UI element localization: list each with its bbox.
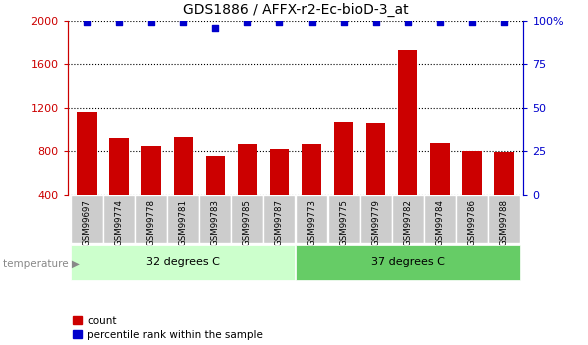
- FancyBboxPatch shape: [328, 195, 360, 243]
- FancyBboxPatch shape: [263, 195, 295, 243]
- Point: [435, 20, 445, 25]
- Bar: [270, 149, 289, 195]
- Text: GSM99781: GSM99781: [179, 199, 188, 246]
- Bar: [430, 143, 449, 195]
- Text: GSM99774: GSM99774: [115, 199, 123, 246]
- Point: [146, 20, 156, 25]
- Text: 32 degrees C: 32 degrees C: [146, 257, 220, 267]
- FancyBboxPatch shape: [424, 195, 456, 243]
- Legend: count, percentile rank within the sample: count, percentile rank within the sample: [73, 316, 263, 340]
- FancyBboxPatch shape: [392, 195, 424, 243]
- Text: GSM99697: GSM99697: [82, 199, 91, 246]
- Text: GSM99775: GSM99775: [339, 199, 348, 246]
- Text: GSM99787: GSM99787: [275, 199, 284, 246]
- FancyBboxPatch shape: [135, 195, 167, 243]
- Bar: [77, 112, 96, 195]
- Bar: [142, 147, 161, 195]
- Text: temperature ▶: temperature ▶: [3, 259, 80, 269]
- FancyBboxPatch shape: [71, 245, 295, 280]
- Point: [467, 20, 477, 25]
- Text: GSM99778: GSM99778: [146, 199, 156, 246]
- Point: [82, 20, 92, 25]
- Text: GSM99783: GSM99783: [211, 199, 220, 246]
- FancyBboxPatch shape: [296, 195, 328, 243]
- Text: GSM99784: GSM99784: [435, 199, 445, 246]
- Bar: [206, 156, 225, 195]
- Point: [403, 20, 413, 25]
- FancyBboxPatch shape: [456, 195, 488, 243]
- Point: [275, 20, 284, 25]
- Point: [178, 20, 188, 25]
- Bar: [173, 137, 193, 195]
- Text: GSM99785: GSM99785: [243, 199, 252, 246]
- Bar: [366, 123, 385, 195]
- Point: [114, 20, 123, 25]
- Point: [499, 20, 509, 25]
- Point: [211, 25, 220, 30]
- Bar: [109, 138, 129, 195]
- Bar: [302, 144, 321, 195]
- Title: GDS1886 / AFFX-r2-Ec-bioD-3_at: GDS1886 / AFFX-r2-Ec-bioD-3_at: [183, 3, 408, 17]
- FancyBboxPatch shape: [360, 195, 392, 243]
- Bar: [398, 50, 417, 195]
- Point: [243, 20, 252, 25]
- Text: GSM99773: GSM99773: [307, 199, 316, 246]
- Bar: [495, 152, 514, 195]
- Text: GSM99786: GSM99786: [467, 199, 476, 246]
- FancyBboxPatch shape: [103, 195, 135, 243]
- Text: GSM99788: GSM99788: [500, 199, 509, 246]
- FancyBboxPatch shape: [296, 245, 520, 280]
- FancyBboxPatch shape: [71, 195, 103, 243]
- FancyBboxPatch shape: [167, 195, 199, 243]
- Point: [307, 20, 316, 25]
- FancyBboxPatch shape: [488, 195, 520, 243]
- Text: GSM99782: GSM99782: [403, 199, 412, 246]
- Point: [371, 20, 380, 25]
- Bar: [238, 144, 257, 195]
- FancyBboxPatch shape: [231, 195, 263, 243]
- Point: [339, 20, 348, 25]
- FancyBboxPatch shape: [199, 195, 231, 243]
- Bar: [462, 151, 482, 195]
- Bar: [334, 122, 353, 195]
- Text: GSM99779: GSM99779: [371, 199, 380, 246]
- Text: 37 degrees C: 37 degrees C: [371, 257, 445, 267]
